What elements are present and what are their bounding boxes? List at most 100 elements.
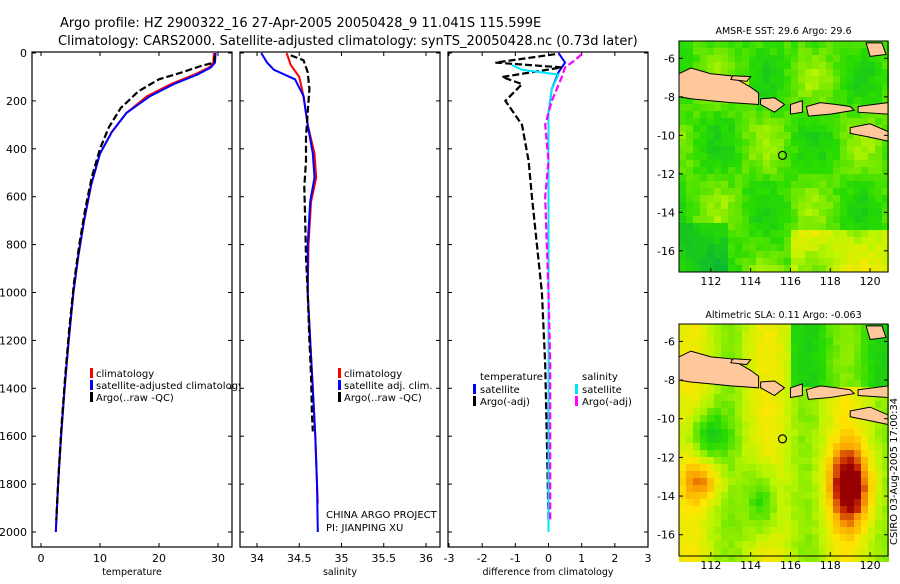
field-cell <box>770 76 777 83</box>
field-cell <box>784 478 791 485</box>
field-cell <box>791 373 798 380</box>
field-cell <box>756 373 763 380</box>
field-cell <box>756 223 763 230</box>
field-cell <box>742 153 749 160</box>
field-cell <box>840 153 847 160</box>
field-cell <box>763 41 770 48</box>
field-cell <box>791 408 798 415</box>
land-mass <box>730 358 752 366</box>
map-title: AMSR-E SST: 29.6 Argo: 29.6 <box>715 26 851 37</box>
field-cell <box>819 195 826 202</box>
field-cell <box>679 216 686 223</box>
field-cell <box>798 366 805 373</box>
field-cell <box>854 202 861 209</box>
field-cell <box>714 520 721 527</box>
field-cell <box>826 429 833 436</box>
field-cell <box>777 153 784 160</box>
field-cell <box>868 513 875 520</box>
field-cell <box>791 471 798 478</box>
field-cell <box>826 244 833 251</box>
field-cell <box>735 534 742 541</box>
field-cell <box>791 415 798 422</box>
x-tick-label: 34 <box>250 552 264 565</box>
field-cell <box>742 244 749 251</box>
field-cell <box>714 188 721 195</box>
field-cell <box>798 429 805 436</box>
field-cell <box>882 324 889 331</box>
field-cell <box>686 181 693 188</box>
field-cell <box>770 520 777 527</box>
field-cell <box>686 202 693 209</box>
field-cell <box>763 90 770 97</box>
field-cell <box>707 534 714 541</box>
field-cell <box>861 429 868 436</box>
field-cell <box>861 359 868 366</box>
field-cell <box>875 153 882 160</box>
field-cell <box>784 394 791 401</box>
field-cell <box>784 265 791 272</box>
field-cell <box>833 132 840 139</box>
field-cell <box>868 359 875 366</box>
field-cell <box>882 464 889 471</box>
legend-label: climatology <box>344 369 402 380</box>
field-cell <box>854 464 861 471</box>
legend-swatch <box>90 380 93 390</box>
field-cell <box>875 464 882 471</box>
field-cell <box>784 146 791 153</box>
field-cell <box>833 97 840 104</box>
field-cell <box>833 331 840 338</box>
field-cell <box>784 373 791 380</box>
field-cell <box>693 443 700 450</box>
field-cell <box>749 237 756 244</box>
field-cell <box>854 258 861 265</box>
field-cell <box>812 244 819 251</box>
field-cell <box>749 471 756 478</box>
field-cell <box>707 492 714 499</box>
field-cell <box>861 338 868 345</box>
field-cell <box>735 62 742 69</box>
field-cell <box>700 324 707 331</box>
field-cell <box>861 324 868 331</box>
y-tick-label: -8 <box>664 374 675 387</box>
field-cell <box>847 380 854 387</box>
field-cell <box>833 209 840 216</box>
field-cell <box>770 436 777 443</box>
field-cell <box>847 111 854 118</box>
field-cell <box>833 62 840 69</box>
field-cell <box>840 258 847 265</box>
field-cell <box>714 387 721 394</box>
field-cell <box>707 55 714 62</box>
field-cell <box>854 146 861 153</box>
field-cell <box>679 555 686 562</box>
legend-label: satellite <box>480 385 520 396</box>
field-cell <box>686 195 693 202</box>
field-cell <box>819 139 826 146</box>
field-cell <box>756 324 763 331</box>
field-cell <box>721 132 728 139</box>
field-cell <box>882 520 889 527</box>
field-cell <box>735 69 742 76</box>
field-cell <box>854 104 861 111</box>
field-cell <box>812 443 819 450</box>
field-cell <box>798 478 805 485</box>
field-cell <box>875 471 882 478</box>
field-cell <box>847 132 854 139</box>
field-cell <box>679 153 686 160</box>
field-cell <box>847 366 854 373</box>
field-cell <box>679 181 686 188</box>
field-cell <box>868 506 875 513</box>
field-cell <box>882 478 889 485</box>
field-cell <box>833 373 840 380</box>
field-cell <box>875 478 882 485</box>
legend-header: salinity <box>582 372 618 383</box>
field-cell <box>714 394 721 401</box>
field-cell <box>798 83 805 90</box>
field-cell <box>812 265 819 272</box>
field-cell <box>784 520 791 527</box>
field-cell <box>854 118 861 125</box>
field-cell <box>777 216 784 223</box>
field-cell <box>707 506 714 513</box>
field-cell <box>693 181 700 188</box>
field-cell <box>749 69 756 76</box>
